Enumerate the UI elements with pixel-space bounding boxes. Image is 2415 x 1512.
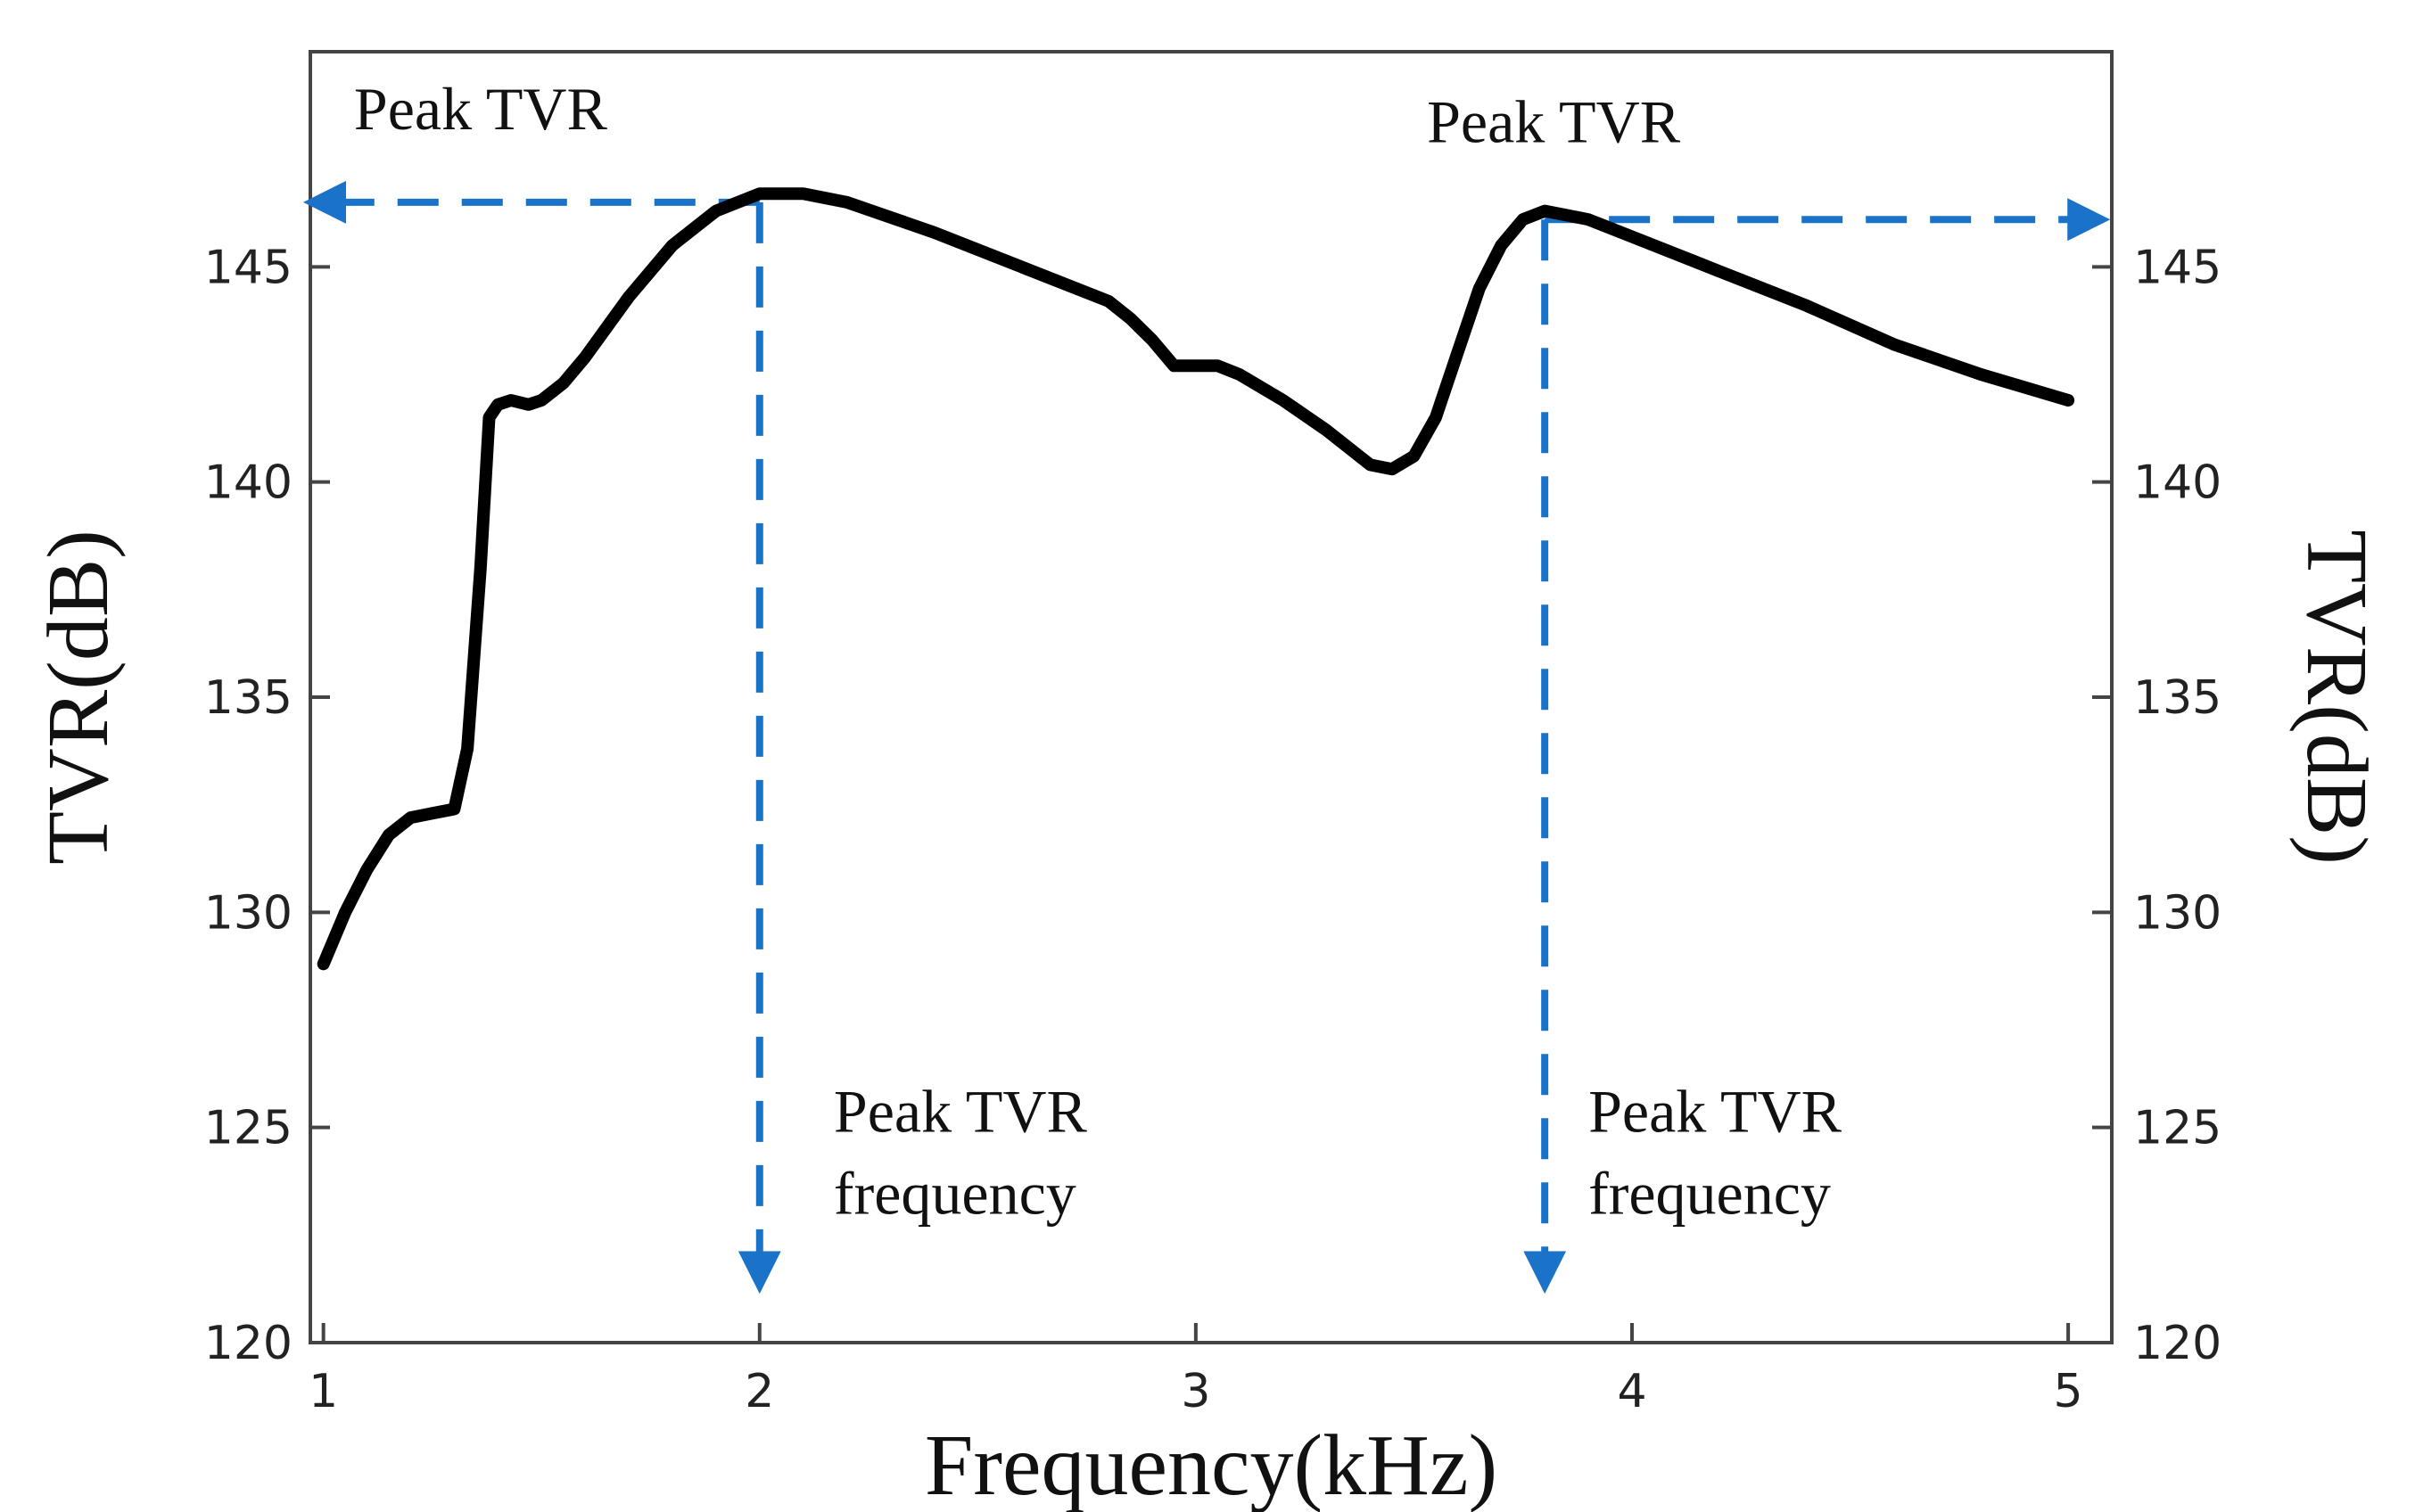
y-ticks-right: 120 125 130 135 140 145 bbox=[2092, 241, 2221, 1370]
y-axis-title-left: TVR(dB) bbox=[30, 530, 127, 865]
y-tick-label-right-145: 145 bbox=[2133, 241, 2221, 294]
y-tick-label-right-125: 125 bbox=[2133, 1102, 2221, 1155]
x-tick-label-1: 1 bbox=[309, 1365, 338, 1418]
y-tick-label-left-120: 120 bbox=[204, 1317, 293, 1370]
x-tick-label-3: 3 bbox=[1181, 1365, 1210, 1418]
y-tick-label-right-130: 130 bbox=[2133, 886, 2221, 940]
y-tick-label-left-145: 145 bbox=[204, 241, 293, 294]
annotations: Peak TVR Peak TVR Peak TVR frequency Peak TV… bbox=[354, 75, 1842, 1228]
annotation-peak2_tvr: Peak TVR bbox=[1427, 87, 1681, 155]
y-axis-title-right: TVR(dB) bbox=[2288, 530, 2385, 865]
x-ticks: 1 2 3 4 5 bbox=[309, 1323, 2083, 1418]
y-tick-label-left-135: 135 bbox=[204, 671, 293, 725]
y-tick-label-left-140: 140 bbox=[204, 456, 293, 510]
y-tick-label-right-120: 120 bbox=[2133, 1317, 2221, 1370]
y-tick-label-right-140: 140 bbox=[2133, 456, 2221, 510]
x-tick-label-4: 4 bbox=[1617, 1365, 1646, 1418]
peak-arrows bbox=[303, 180, 2111, 1294]
annotation-peak1_freq-line1: Peak TVR bbox=[834, 1077, 1088, 1145]
tvr-series-line bbox=[317, 187, 2075, 971]
y-tick-label-left-125: 125 bbox=[204, 1102, 293, 1155]
x-tick-label-5: 5 bbox=[2054, 1365, 2083, 1418]
x-axis-title: Frequency(kHz) bbox=[925, 1418, 1497, 1512]
annotation-peak1_freq-line2: frequency bbox=[834, 1159, 1076, 1227]
y-ticks-left: 120 125 130 135 140 145 bbox=[204, 241, 330, 1370]
annotation-peak2_freq-line2: frequency bbox=[1588, 1159, 1831, 1227]
x-tick-label-2: 2 bbox=[745, 1365, 774, 1418]
annotation-peak2_freq-line1: Peak TVR bbox=[1588, 1077, 1842, 1145]
y-tick-label-right-135: 135 bbox=[2133, 671, 2221, 725]
y-tick-label-left-130: 130 bbox=[204, 886, 293, 940]
plot-frame bbox=[309, 50, 2114, 1344]
annotation-peak1_tvr: Peak TVR bbox=[354, 75, 608, 143]
